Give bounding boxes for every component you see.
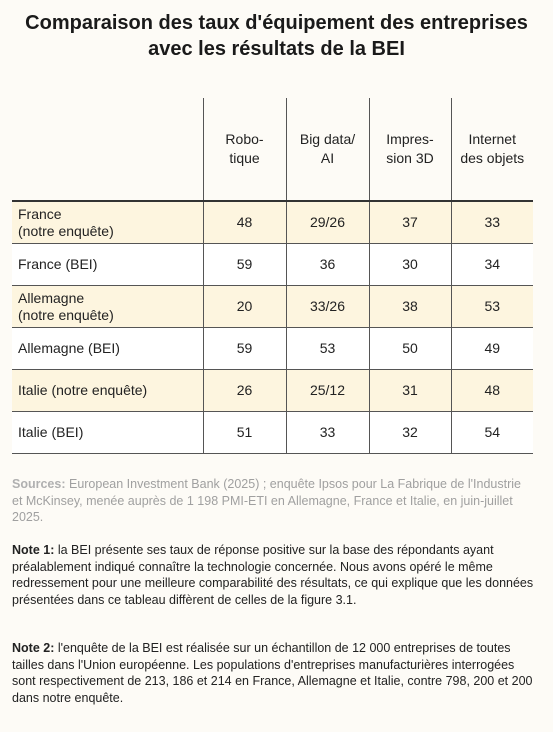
column-header: Big data/ AI	[285, 98, 369, 201]
table-row: Allemagne (BEI) 59 53 50 49	[12, 327, 533, 370]
row-label: France (notre enquête)	[12, 201, 203, 244]
table-cell: 38	[368, 285, 451, 328]
note-label: Note 1:	[12, 543, 55, 557]
table-cell: 25/12	[285, 369, 369, 412]
table-cell: 31	[368, 369, 451, 412]
row-label: Italie (notre enquête)	[12, 369, 203, 412]
table-cell: 48	[202, 201, 286, 244]
table-cell: 33	[450, 201, 533, 244]
sources-label: Sources:	[12, 477, 66, 491]
table-cell: 59	[202, 243, 286, 286]
table: Robo- tique Big data/ AI Impres- sion 3D In…	[12, 98, 533, 454]
table-cell: 51	[202, 411, 286, 454]
table-cell: 37	[368, 201, 451, 244]
table-row: Italie (notre enquête) 26 25/12 31 48	[12, 369, 533, 412]
table-cell: 26	[202, 369, 286, 412]
note-text: la BEI présente ses taux de réponse posi…	[12, 543, 534, 607]
row-label: Italie (BEI)	[12, 411, 203, 454]
sources: Sources: European Investment Bank (2025)…	[12, 476, 534, 526]
title: Comparaison des taux d'équipement des en…	[25, 12, 528, 60]
note-label: Note 2:	[12, 641, 55, 655]
table-cell: 59	[202, 327, 286, 370]
table-cell: 48	[450, 369, 533, 412]
table-cell: 49	[450, 327, 533, 370]
row-label: Allemagne (BEI)	[12, 327, 203, 370]
corner-cell	[12, 98, 203, 201]
table-cell: 33/26	[285, 285, 369, 328]
table-row: France (BEI) 59 36 30 34	[12, 243, 533, 286]
row-label: Allemagne (notre enquête)	[12, 285, 203, 328]
sources-text: European Investment Bank (2025) ; enquêt…	[12, 477, 521, 524]
table-cell: 54	[450, 411, 533, 454]
note: Note 1: la BEI présente ses taux de répo…	[12, 542, 534, 608]
column-header: Impres- sion 3D	[368, 98, 451, 201]
column-header: Internet des objets	[450, 98, 533, 201]
table-cell: 36	[285, 243, 369, 286]
table-cell: 32	[368, 411, 451, 454]
table-cell: 53	[285, 327, 369, 370]
header-row: Robo- tique Big data/ AI Impres- sion 3D In…	[12, 98, 533, 201]
table-cell: 53	[450, 285, 533, 328]
table-cell: 34	[450, 243, 533, 286]
table-cell: 30	[368, 243, 451, 286]
note: Note 2: l'enquête de la BEI est réalisée…	[12, 640, 534, 706]
note-text: l'enquête de la BEI est réalisée sur un …	[12, 641, 533, 705]
table-row: Allemagne (notre enquête) 20 33/26 38 53	[12, 285, 533, 328]
table-row: Italie (BEI) 51 33 32 54	[12, 411, 533, 454]
table-cell: 50	[368, 327, 451, 370]
column-header: Robo- tique	[202, 98, 286, 201]
table-cell: 33	[285, 411, 369, 454]
table-cell: 20	[202, 285, 286, 328]
table-row: France (notre enquête) 48 29/26 37 33	[12, 201, 533, 244]
row-label: France (BEI)	[12, 243, 203, 286]
table-cell: 29/26	[285, 201, 369, 244]
